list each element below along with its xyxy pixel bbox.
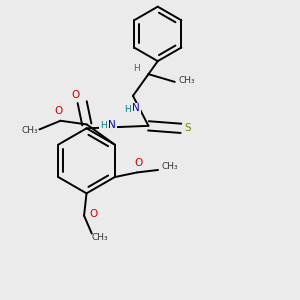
Text: H: H: [100, 121, 107, 130]
Text: CH₃: CH₃: [161, 162, 178, 171]
Text: CH₃: CH₃: [179, 76, 196, 85]
Text: O: O: [90, 209, 98, 219]
Text: H: H: [124, 105, 131, 114]
Text: N: N: [132, 103, 140, 113]
Text: CH₃: CH₃: [91, 233, 108, 242]
Text: O: O: [71, 90, 80, 100]
Text: N: N: [108, 120, 116, 130]
Text: CH₃: CH₃: [21, 127, 38, 136]
Text: H: H: [133, 64, 140, 73]
Text: O: O: [55, 106, 63, 116]
Text: S: S: [184, 123, 191, 133]
Text: O: O: [134, 158, 142, 167]
